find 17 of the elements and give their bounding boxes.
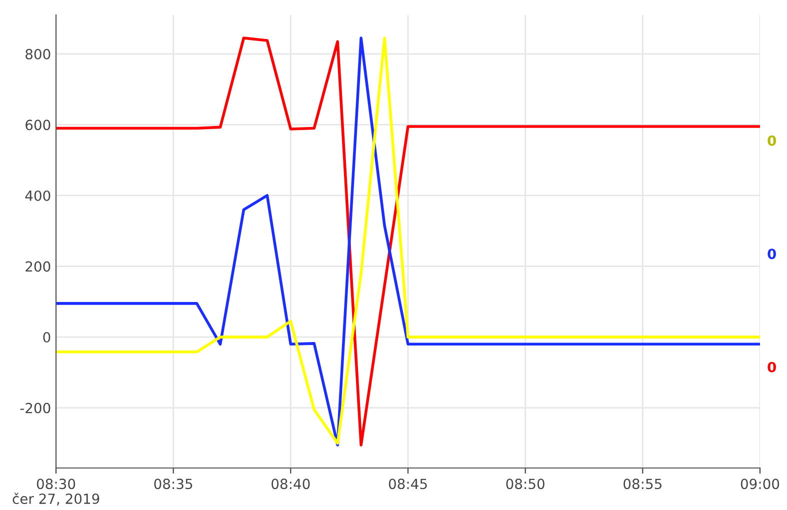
text: 0 — [768, 248, 776, 260]
x-tick-label: 08:35 — [154, 478, 192, 490]
y-tick-label: 800 — [26, 48, 50, 60]
y-tick-label: 200 — [26, 261, 50, 272]
x-tick-label: 08:30 — [36, 478, 76, 490]
y-tick-label: 600 — [26, 120, 50, 130]
x-tick-label: 09:00 — [740, 478, 780, 490]
y-tick-label: 400 — [25, 190, 50, 201]
text: 0 — [768, 362, 776, 372]
text: čer 27, 2019 — [12, 492, 100, 506]
x-tick-label: 08:45 — [388, 478, 427, 490]
y-tick-label: 0 — [43, 332, 50, 343]
text: 0 — [768, 135, 776, 146]
x-tick-label: 08:50 — [506, 478, 544, 490]
x-tick-label: 08:55 — [624, 478, 662, 490]
y-tick-label: -200 — [20, 402, 50, 414]
x-tick-label: 08:40 — [272, 478, 310, 490]
